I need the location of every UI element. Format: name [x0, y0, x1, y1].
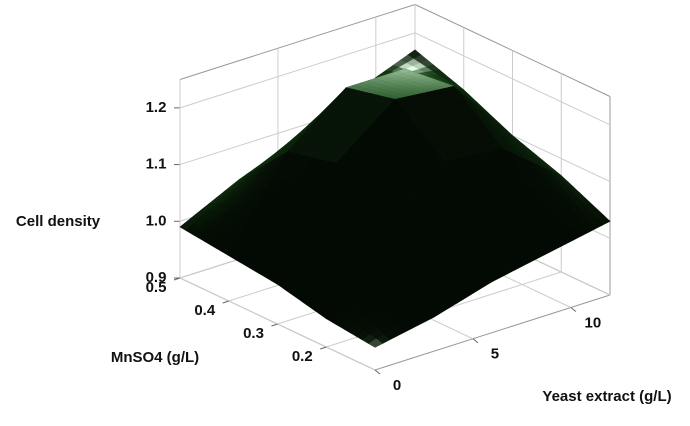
tick-mark: [570, 307, 577, 312]
z-tick-label: 1.0: [146, 212, 167, 229]
x-tick-label: 0: [393, 377, 401, 394]
tick-mark: [374, 369, 381, 375]
tick-mark: [320, 346, 327, 350]
x-axis-title: Yeast extract (g/L): [542, 388, 671, 405]
z-tick-label: 1.2: [146, 99, 167, 116]
tick-mark: [271, 323, 278, 327]
x-tick-label: 5: [491, 346, 499, 363]
y-tick-label: 0.5: [146, 279, 167, 296]
x-tick-label: 10: [584, 314, 601, 331]
box-edge: [179, 4, 416, 80]
surface-patch: [368, 338, 383, 348]
tick-mark: [222, 300, 229, 304]
y-tick-label: 0.2: [292, 348, 313, 365]
z-tick-label: 1.1: [146, 156, 167, 173]
y-tick-label: 0.4: [194, 302, 216, 319]
y-axis-title: MnSO4 (g/L): [111, 349, 199, 366]
tick-mark: [173, 277, 181, 281]
z-tick-label: 0.9: [146, 269, 167, 286]
tick-mark: [472, 338, 479, 344]
z-axis-title: Cell density: [16, 213, 101, 230]
y-tick-label: 0.3: [243, 325, 264, 342]
